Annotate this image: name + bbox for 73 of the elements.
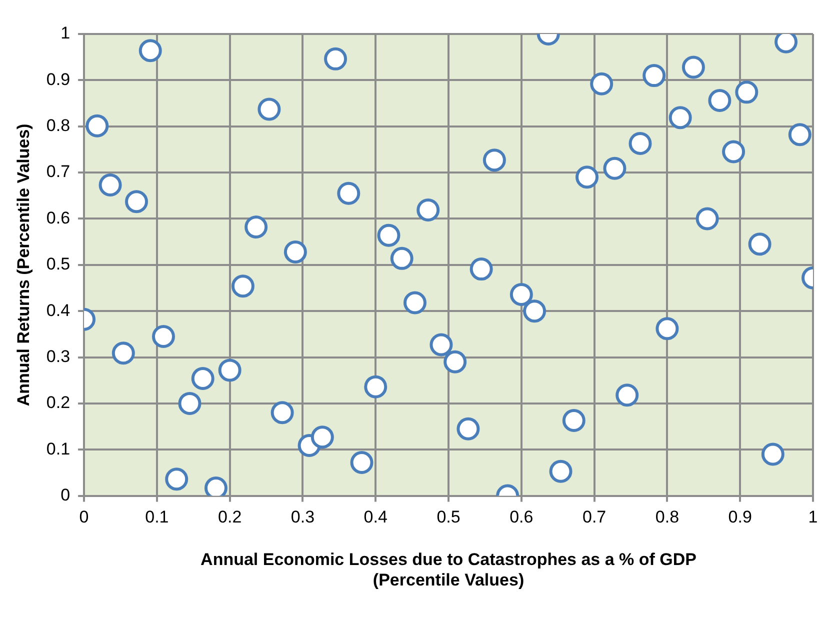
point (191, 367, 214, 390)
point (735, 80, 758, 104)
x-tick-label: 0.1 (145, 508, 169, 527)
y-tick-label: 0 (60, 485, 70, 504)
point (562, 409, 586, 432)
point (377, 224, 400, 247)
point (403, 291, 426, 314)
x-tick-label: 0.3 (290, 508, 315, 527)
point (98, 174, 122, 197)
point (470, 258, 493, 281)
point (642, 64, 666, 88)
x-tick-label: 0.2 (218, 508, 242, 527)
point (696, 207, 719, 230)
point (748, 232, 772, 256)
point (708, 89, 732, 112)
point (576, 166, 599, 189)
y-tick-label: 0.1 (46, 439, 70, 458)
point (244, 216, 268, 239)
point (218, 358, 242, 382)
point (590, 72, 614, 96)
point (284, 240, 307, 264)
point (165, 468, 188, 491)
y-tick-label: 0.3 (46, 346, 70, 366)
point (456, 417, 480, 440)
point (722, 140, 746, 164)
point (444, 350, 467, 374)
y-tick-label: 0.7 (46, 162, 70, 182)
point (549, 460, 572, 483)
point (510, 282, 533, 306)
x-tick-label: 0.5 (436, 508, 460, 527)
point (416, 198, 440, 222)
point (310, 426, 334, 449)
y-axis-title: Annual Returns (Percentile Values) (14, 124, 33, 406)
point (112, 342, 135, 365)
point (616, 384, 639, 407)
point (761, 442, 784, 466)
point (668, 106, 692, 130)
point (178, 392, 202, 415)
point (788, 123, 812, 146)
x-tick-label: 0.4 (364, 508, 388, 527)
point (270, 401, 294, 424)
point (138, 39, 162, 62)
y-tick-label: 0.8 (46, 116, 70, 136)
point (231, 274, 254, 298)
x-tick-label: 1 (808, 508, 818, 527)
point (682, 56, 705, 79)
y-tick-label: 1 (60, 24, 70, 43)
point (258, 98, 281, 121)
point (390, 246, 414, 270)
point (337, 182, 360, 205)
point (86, 114, 109, 138)
x-axis-title: Annual Economic Losses due to Catastrophes as a % of GDP (Percentile Values) (200, 550, 696, 590)
point (364, 375, 388, 398)
point (603, 156, 626, 180)
point (350, 451, 374, 474)
y-tick-label: 0.5 (46, 254, 70, 274)
point (628, 132, 652, 155)
y-tick-label: 0.9 (46, 70, 70, 89)
point (523, 300, 546, 323)
point (430, 333, 453, 356)
point (482, 148, 506, 172)
y-tick-label: 0.2 (46, 393, 70, 412)
point (152, 324, 175, 348)
point (656, 317, 679, 340)
x-tick-label: 0.7 (582, 508, 606, 527)
x-tick-label: 0.8 (655, 508, 680, 527)
point (125, 190, 148, 214)
y-tick-label: 0.4 (46, 300, 70, 320)
x-tick-label: 0.9 (728, 508, 752, 527)
x-tick-label: 0.6 (510, 508, 534, 527)
x-tick-label: 0 (79, 508, 89, 527)
y-tick-label: 0.6 (46, 208, 70, 228)
point (324, 47, 348, 70)
